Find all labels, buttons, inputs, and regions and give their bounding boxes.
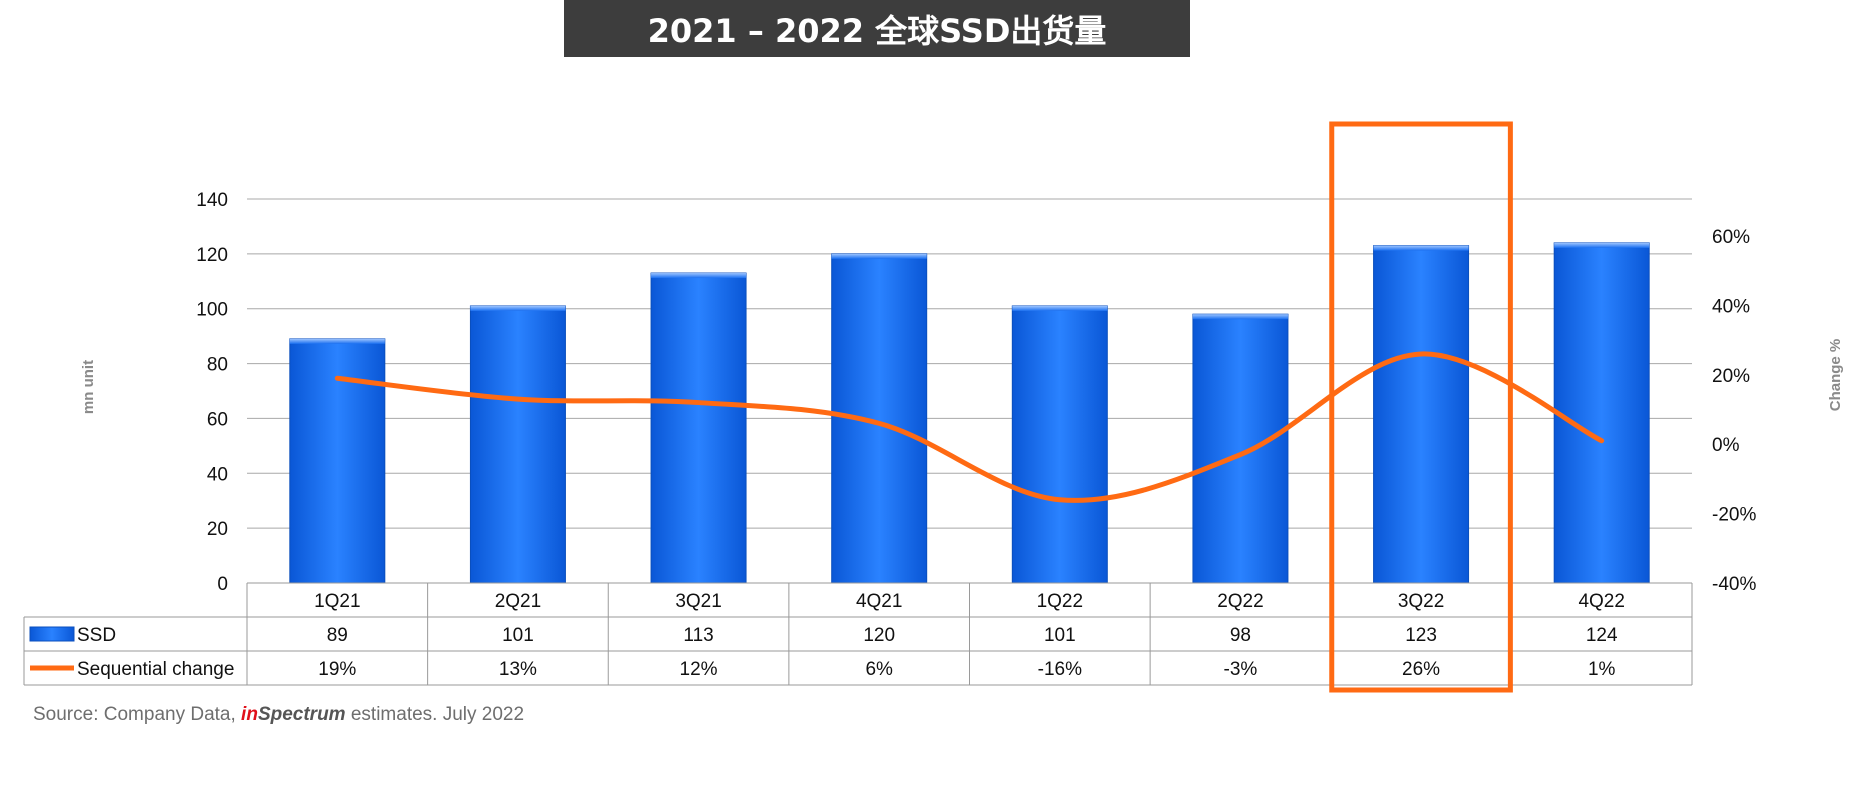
- y-tick-label: 40: [207, 464, 228, 485]
- bar-cap: [1192, 314, 1288, 320]
- bar-cap: [470, 305, 566, 311]
- y2-tick-label: -40%: [1712, 574, 1756, 595]
- y2-tick-label: 40%: [1712, 296, 1750, 317]
- bar-cap: [1554, 242, 1650, 248]
- change-value-label: 1%: [1588, 659, 1616, 680]
- legend-label-ssd: SSD: [77, 625, 116, 646]
- change-value-label: -3%: [1224, 659, 1258, 680]
- ssd-value-label: 98: [1230, 625, 1251, 646]
- y2-tick-label: 0%: [1712, 435, 1740, 456]
- data-table: 1Q21 89 19% 2Q21 101 13% 3Q21 113 12% 4Q21 120 6% 1Q…: [23, 582, 1693, 686]
- legend-label-change: Sequential change: [77, 659, 234, 680]
- x-tick-label: 2Q22: [1217, 591, 1263, 612]
- bar-3q22: [1373, 245, 1470, 584]
- x-tick-label: 2Q21: [495, 591, 541, 612]
- bar-cap: [651, 273, 747, 279]
- y-axis-label: mn unit: [80, 360, 97, 414]
- change-line: [334, 351, 1605, 503]
- source-prefix: Source: Company Data,: [33, 704, 242, 725]
- bar-3q21: [650, 272, 747, 584]
- ssd-value-label: 101: [1044, 625, 1076, 646]
- gridlines: [247, 198, 1692, 584]
- bar-cap: [289, 338, 385, 344]
- y2-axis-label: Change %: [1827, 339, 1844, 412]
- y-tick-label: 80: [207, 355, 228, 376]
- change-value-label: 19%: [318, 659, 356, 680]
- bar-2q21: [469, 305, 566, 584]
- x-tick-label: 3Q21: [675, 591, 721, 612]
- brand-spectrum: Spectrum: [257, 704, 346, 725]
- bar-1q21: [289, 338, 386, 584]
- ssd-value-label: 124: [1586, 625, 1618, 646]
- change-value-label: 26%: [1402, 659, 1440, 680]
- y-tick-label: 100: [196, 300, 228, 321]
- change-value-label: 13%: [499, 659, 537, 680]
- source-note: Source: Company Data, inSpectrum estimat…: [33, 704, 524, 726]
- bar-1q22: [1011, 305, 1108, 584]
- y2-tick-label: -20%: [1712, 505, 1756, 526]
- x-tick-label: 3Q22: [1398, 591, 1444, 612]
- bar-cap: [1373, 245, 1469, 251]
- legend-key-ssd: [29, 626, 75, 642]
- chart-title: 2021 – 2022 全球SSD出货量: [564, 0, 1190, 57]
- y2-tick-label: 20%: [1712, 366, 1750, 387]
- change-value-label: 12%: [680, 659, 718, 680]
- x-tick-label: 4Q22: [1578, 591, 1624, 612]
- ssd-value-label: 113: [683, 625, 713, 646]
- y-tick-label: 0: [217, 574, 228, 595]
- x-tick-label: 1Q21: [314, 591, 360, 612]
- ssd-value-label: 89: [327, 625, 348, 646]
- sequential-change-line: [334, 351, 1605, 503]
- bar-4q22: [1553, 242, 1650, 584]
- y-tick-label: 140: [196, 190, 228, 211]
- x-tick-label: 4Q21: [856, 591, 902, 612]
- bars: [289, 242, 1650, 584]
- ssd-value-label: 101: [502, 625, 534, 646]
- bar-2q22: [1192, 313, 1289, 584]
- brand-in: in: [241, 704, 258, 725]
- y-tick-label: 60: [207, 409, 228, 430]
- bar-cap: [1012, 305, 1108, 311]
- y-axis-right: -40% -20% 0% 20% 40% 60%: [1712, 227, 1756, 595]
- y-tick-label: 120: [196, 245, 228, 266]
- x-tick-label: 1Q22: [1037, 591, 1083, 612]
- ssd-value-label: 120: [863, 625, 895, 646]
- change-value-label: 6%: [865, 659, 893, 680]
- source-suffix: estimates. July 2022: [345, 704, 525, 725]
- change-value-label: -16%: [1038, 659, 1082, 680]
- bar-cap: [831, 253, 927, 259]
- ssd-value-label: 123: [1405, 625, 1437, 646]
- highlight-box-3q22: [1329, 121, 1513, 693]
- y2-tick-label: 60%: [1712, 227, 1750, 248]
- y-tick-label: 20: [207, 519, 228, 540]
- y-axis-left: 0 20 40 60 80 100 120 140: [196, 190, 228, 595]
